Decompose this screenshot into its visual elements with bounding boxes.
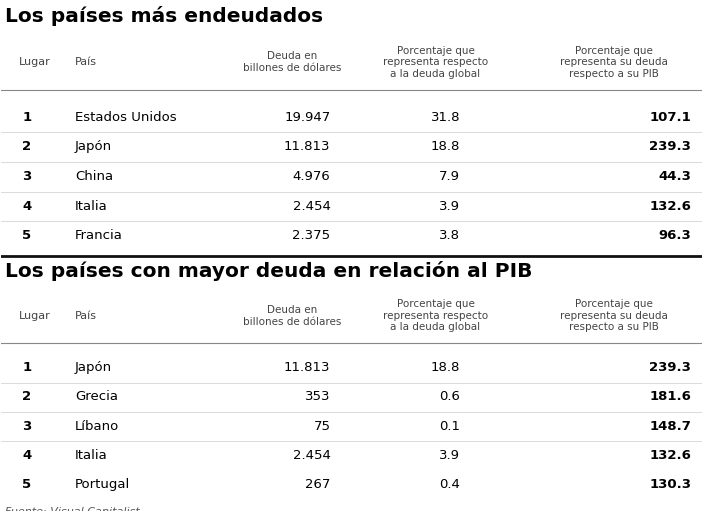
Text: País: País [75,57,97,67]
Text: 2: 2 [22,390,32,403]
Text: 4: 4 [22,449,32,461]
Text: 132.6: 132.6 [650,449,691,461]
Text: 2.375: 2.375 [292,229,330,242]
Text: 3.9: 3.9 [439,449,460,461]
Text: 2.454: 2.454 [292,200,330,213]
Text: 5: 5 [22,229,32,242]
Text: Los países más endeudados: Los países más endeudados [5,6,323,26]
Text: 19.947: 19.947 [284,110,330,124]
Text: 5: 5 [22,478,32,491]
Text: 267: 267 [305,478,330,491]
Text: País: País [75,311,97,321]
Text: 0.4: 0.4 [439,478,460,491]
Text: Deuda en
billones de dólares: Deuda en billones de dólares [243,305,341,327]
Text: 0.1: 0.1 [439,420,460,433]
Text: 2: 2 [22,140,32,153]
Text: 353: 353 [305,390,330,403]
Text: 1: 1 [22,361,32,374]
Text: 0.6: 0.6 [439,390,460,403]
Text: Francia: Francia [75,229,123,242]
Text: 11.813: 11.813 [284,361,330,374]
Text: Italia: Italia [75,449,108,461]
Text: 3.9: 3.9 [439,200,460,213]
Text: 7.9: 7.9 [439,170,460,183]
Text: Japón: Japón [75,140,112,153]
Text: Líbano: Líbano [75,420,120,433]
Text: 239.3: 239.3 [650,361,691,374]
Text: 18.8: 18.8 [431,140,460,153]
Text: 3: 3 [22,420,32,433]
Text: 4: 4 [22,200,32,213]
Text: 132.6: 132.6 [650,200,691,213]
Text: Porcentaje que
representa su deuda
respecto a su PIB: Porcentaje que representa su deuda respe… [560,45,668,79]
Text: Porcentaje que
representa su deuda
respecto a su PIB: Porcentaje que representa su deuda respe… [560,299,668,333]
Text: Grecia: Grecia [75,390,118,403]
Text: 3: 3 [22,170,32,183]
Text: 239.3: 239.3 [650,140,691,153]
Text: China: China [75,170,113,183]
Text: 11.813: 11.813 [284,140,330,153]
Text: Fuente: Visual Capitalist: Fuente: Visual Capitalist [5,507,140,511]
Text: 107.1: 107.1 [650,110,691,124]
Text: 148.7: 148.7 [650,420,691,433]
Text: Italia: Italia [75,200,108,213]
Text: 96.3: 96.3 [658,229,691,242]
Text: 4.976: 4.976 [292,170,330,183]
Text: Deuda en
billones de dólares: Deuda en billones de dólares [243,52,341,73]
Text: 3.8: 3.8 [439,229,460,242]
Text: Porcentaje que
representa respecto
a la deuda global: Porcentaje que representa respecto a la … [383,299,488,333]
Text: 2.454: 2.454 [292,449,330,461]
Text: Portugal: Portugal [75,478,130,491]
Text: 18.8: 18.8 [431,361,460,374]
Text: 31.8: 31.8 [430,110,460,124]
Text: Lugar: Lugar [19,57,51,67]
Text: 75: 75 [314,420,330,433]
Text: 181.6: 181.6 [650,390,691,403]
Text: Porcentaje que
representa respecto
a la deuda global: Porcentaje que representa respecto a la … [383,45,488,79]
Text: Los países con mayor deuda en relación al PIB: Los países con mayor deuda en relación a… [5,261,532,281]
Text: 130.3: 130.3 [649,478,691,491]
Text: 1: 1 [22,110,32,124]
Text: Estados Unidos: Estados Unidos [75,110,176,124]
Text: Lugar: Lugar [19,311,51,321]
Text: Japón: Japón [75,361,112,374]
Text: 44.3: 44.3 [658,170,691,183]
